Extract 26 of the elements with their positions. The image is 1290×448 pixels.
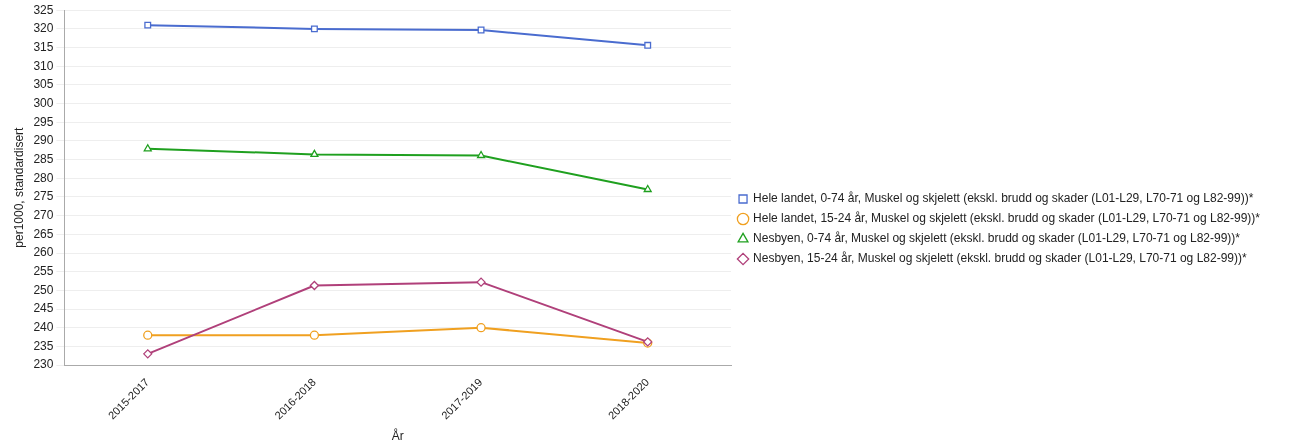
- y-tick-label: 250: [33, 282, 54, 297]
- y-tick-label: 320: [33, 21, 54, 36]
- y-tick-label: 265: [33, 226, 54, 241]
- y-tick-label: 275: [33, 189, 54, 204]
- y-tick-label: 280: [33, 170, 54, 185]
- y-tick-label: 240: [33, 320, 54, 335]
- y-tick-label: 230: [33, 357, 54, 372]
- legend-label: Hele landet, 15-24 år, Muskel og skjelett (ekskl. brudd og skader (L01-L29, L70-71 og L82-99))*: [753, 211, 1261, 226]
- y-tick-label: 285: [33, 151, 54, 166]
- y-tick-label: 270: [33, 207, 54, 222]
- y-tick-label: 255: [33, 264, 54, 278]
- y-tick-label: 325: [33, 2, 54, 17]
- x-axis-title: År: [391, 428, 404, 444]
- y-tick-label: 295: [33, 114, 54, 129]
- y-tick-label: 290: [33, 133, 54, 148]
- y-tick-label: 310: [33, 58, 54, 73]
- legend-label: Nesbyen, 0-74 år, Muskel og skjelett (ekskl. brudd og skader (L01-L29, L70-71 og L82-99))*: [753, 231, 1241, 246]
- y-tick-label: 260: [33, 245, 54, 260]
- y-axis-title: per1000, standardisert: [11, 126, 26, 248]
- y-tick-label: 300: [33, 95, 54, 110]
- y-tick-label: 245: [33, 301, 54, 316]
- legend-label: Nesbyen, 15-24 år, Muskel og skjelett (ekskl. brudd og skader (L01-L29, L70-71 og L82-99))*: [753, 251, 1247, 266]
- legend-label: Hele landet, 0-74 år, Muskel og skjelett (ekskl. brudd og skader (L01-L29, L70-71 og L82-99))*: [753, 191, 1254, 206]
- y-tick-label: 235: [33, 338, 54, 353]
- y-tick-label: 315: [33, 39, 54, 54]
- y-tick-label: 305: [33, 77, 54, 92]
